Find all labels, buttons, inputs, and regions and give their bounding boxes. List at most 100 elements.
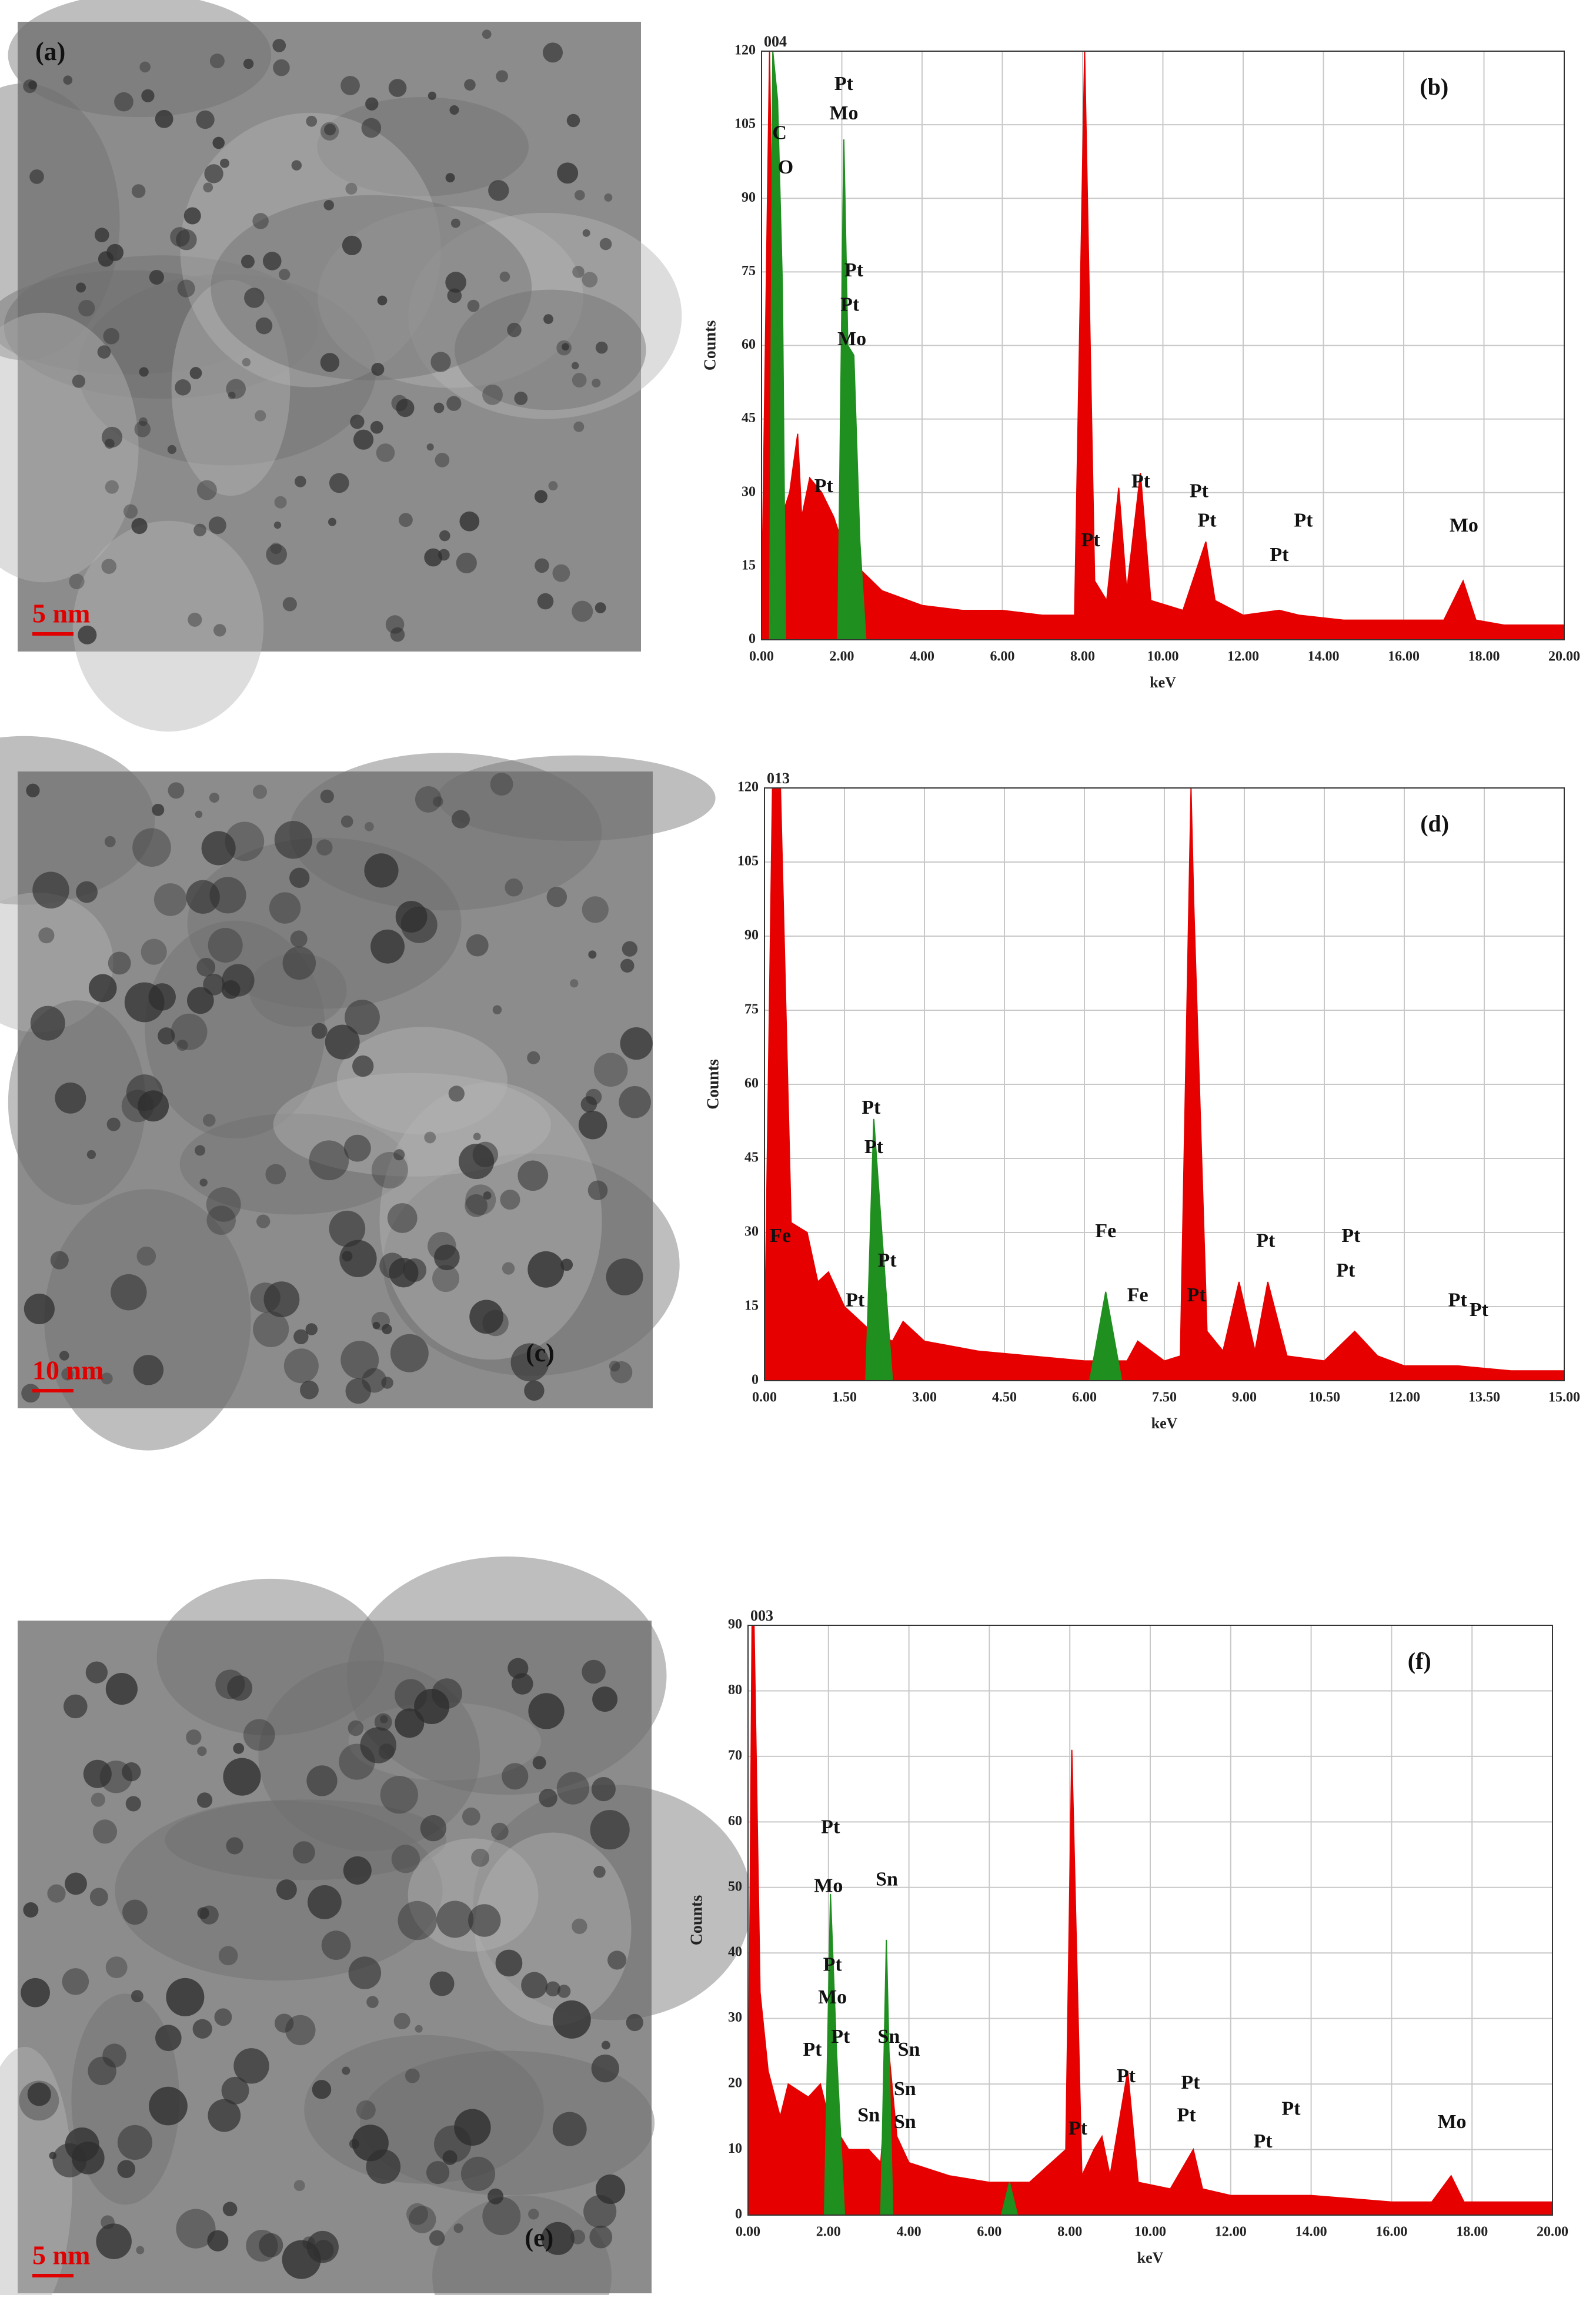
particle <box>262 252 282 270</box>
peak-label: Sn <box>857 2105 880 2126</box>
particle <box>360 1727 396 1763</box>
particle <box>546 887 567 907</box>
particle <box>537 593 554 610</box>
y-tick-label: 30 <box>742 484 756 499</box>
particle <box>436 1900 474 1938</box>
x-axis-label: keV <box>1150 674 1176 691</box>
peak-label: Pt <box>1177 2105 1197 2126</box>
particle <box>395 1679 428 1712</box>
particle <box>626 2013 643 2032</box>
x-tick-label: 2.00 <box>816 2224 841 2240</box>
particle <box>572 1918 587 1935</box>
particle <box>364 821 374 831</box>
particle <box>291 160 302 171</box>
particle <box>562 343 569 351</box>
particle <box>430 352 451 372</box>
particle <box>108 951 131 975</box>
particle <box>556 340 572 356</box>
particle <box>149 269 164 285</box>
particle <box>117 2160 136 2178</box>
particle <box>348 1956 382 1989</box>
particle <box>343 1134 371 1162</box>
peak-label: Mo <box>1437 2111 1466 2133</box>
particle <box>69 573 85 590</box>
particle <box>379 1252 406 1279</box>
particle <box>527 1051 540 1064</box>
particle <box>372 1321 380 1330</box>
particle <box>114 92 133 112</box>
x-tick-label: 16.00 <box>1388 649 1420 664</box>
particle <box>557 1985 571 1998</box>
tem-image: (e) 5 nm <box>0 1557 752 2298</box>
texture <box>165 1799 446 1881</box>
particle <box>583 2195 617 2228</box>
particle <box>445 173 455 183</box>
particle <box>400 906 438 943</box>
y-tick-label: 45 <box>744 1150 759 1165</box>
x-tick-label: 12.00 <box>1215 2224 1247 2240</box>
particle <box>432 1678 462 1709</box>
x-tick-label: 2.00 <box>830 649 854 664</box>
particle <box>593 1053 628 1087</box>
particle <box>451 810 470 829</box>
particle <box>548 481 558 491</box>
particle <box>601 2040 610 2050</box>
x-tick-label: 6.00 <box>977 2224 1001 2240</box>
particle <box>365 97 379 111</box>
x-tick-label: 18.00 <box>1468 649 1500 664</box>
particle <box>388 79 407 97</box>
particle <box>202 1114 216 1127</box>
particle <box>348 1720 364 1736</box>
particle <box>471 1848 490 1867</box>
y-tick-label: 80 <box>728 1682 742 1698</box>
particle <box>209 54 225 69</box>
particle <box>222 2202 238 2217</box>
particle <box>592 378 601 388</box>
particle <box>495 1949 523 1977</box>
particle <box>589 2225 613 2249</box>
particle <box>376 443 395 462</box>
texture <box>432 2195 612 2298</box>
particle <box>242 358 251 367</box>
y-tick-label: 10 <box>728 2141 742 2156</box>
particle <box>385 615 405 634</box>
particle <box>103 328 120 345</box>
x-tick-label: 6.00 <box>1072 1390 1097 1405</box>
peak-label: Pt <box>1294 510 1313 532</box>
particle <box>206 1187 241 1222</box>
particle <box>265 1164 286 1185</box>
particle <box>27 2082 51 2106</box>
particle <box>201 831 236 866</box>
particle <box>534 490 547 503</box>
particle <box>415 786 442 813</box>
particle <box>439 530 450 542</box>
particle <box>342 2066 350 2075</box>
particle <box>106 1117 121 1131</box>
peak-label: Pt <box>803 2039 822 2060</box>
chart-title: 004 <box>764 33 787 50</box>
particle <box>552 564 570 582</box>
particle <box>572 373 587 388</box>
particle <box>94 228 109 242</box>
plot-frame <box>747 1625 1553 2216</box>
particle <box>374 1713 392 1731</box>
particle <box>136 1246 156 1266</box>
panel-label: (e) <box>525 2223 553 2252</box>
particle <box>96 2223 132 2259</box>
particle <box>517 1160 549 1191</box>
particle <box>189 367 202 379</box>
particle <box>340 76 360 95</box>
peak-label: Fe <box>1095 1220 1116 1242</box>
y-tick-label: 105 <box>737 854 759 869</box>
peak-label: Sn <box>894 2078 916 2100</box>
particle <box>339 1743 375 1780</box>
particle <box>539 1789 557 1808</box>
particle <box>111 1274 147 1311</box>
particle <box>342 235 362 256</box>
particle <box>221 2076 249 2105</box>
peak-label: O <box>778 156 793 178</box>
peak-label: Pt <box>1198 510 1217 532</box>
scale-bar-label: 10 nm <box>32 1355 103 1385</box>
particle <box>469 1300 503 1334</box>
particle <box>186 1729 202 1745</box>
